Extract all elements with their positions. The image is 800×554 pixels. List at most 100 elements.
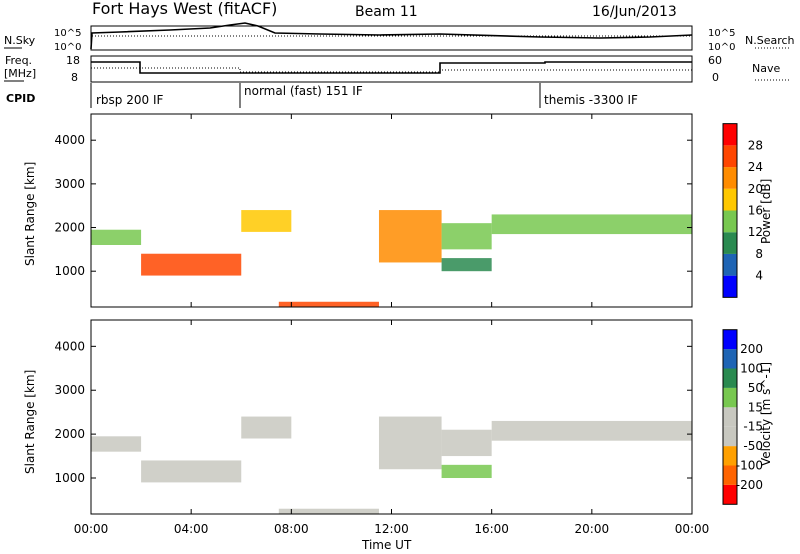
velocity-colorbar-tick: 15 bbox=[748, 400, 763, 414]
velocity-ylabel: Slant Range [km] bbox=[23, 370, 37, 474]
nsky-label: N.Sky bbox=[4, 34, 36, 47]
power-colorbar-tick: 12 bbox=[748, 225, 763, 239]
x-tick-label: 00:00 bbox=[675, 522, 710, 536]
velocity-echoes bbox=[91, 416, 692, 514]
velocity-colorbar-segment bbox=[723, 407, 737, 427]
nave-trace bbox=[91, 67, 692, 73]
power-colorbar-segment bbox=[723, 167, 737, 189]
power-echo-region bbox=[378, 210, 442, 263]
velocity-echo-region bbox=[491, 420, 692, 441]
velocity-echo-region bbox=[441, 429, 492, 457]
velocity-colorbar-segment bbox=[723, 484, 737, 505]
x-axis-label: Time UT bbox=[361, 538, 412, 552]
velocity-colorbar-tick: -200 bbox=[736, 478, 763, 492]
x-tick-label: 12:00 bbox=[374, 522, 409, 536]
power-colorbar-segment bbox=[723, 188, 737, 211]
nsearch-tick-bottom: 10^0 bbox=[708, 42, 735, 53]
velocity-colorbar-tick: 100 bbox=[740, 362, 763, 376]
velocity-ytick-label: 3000 bbox=[54, 383, 85, 397]
power-echo-region bbox=[141, 253, 242, 276]
velocity-colorbar-segment bbox=[723, 465, 737, 485]
velocity-colorbar-tick: -100 bbox=[736, 459, 763, 473]
velocity-echo-region bbox=[378, 416, 442, 470]
velocity-colorbar-segment bbox=[723, 446, 737, 466]
velocity-colorbar-segment bbox=[723, 329, 737, 350]
velocity-colorbar-segment bbox=[723, 387, 737, 408]
power-ytick-label: 2000 bbox=[54, 221, 85, 235]
nave-label: Nave bbox=[752, 62, 780, 75]
nsearch-tick-top: 10^5 bbox=[708, 28, 735, 39]
power-echo-region bbox=[441, 258, 492, 272]
velocity-colorbar-segment bbox=[723, 368, 737, 388]
x-axis: 00:00 04:00 08:00 12:00 16:00 20:00 00:00 bbox=[74, 114, 710, 536]
cpid-row: CPID rbsp 200 IF normal (fast) 151 IF th… bbox=[6, 83, 638, 108]
freq-tick-top: 18 bbox=[66, 54, 80, 67]
power-colorbar-tick: 24 bbox=[748, 160, 763, 174]
frequency-panel: Freq. [MHz] 18 8 60 0 Nave bbox=[4, 54, 790, 84]
freq-tick-bottom: 8 bbox=[71, 71, 78, 84]
sky-noise-trace bbox=[90, 22, 693, 50]
velocity-colorbar-tick: 200 bbox=[740, 342, 763, 356]
power-ytick-label: 4000 bbox=[54, 133, 85, 147]
station-title: Fort Hays West (fitACF) bbox=[92, 0, 277, 18]
nave-tick-bottom: 0 bbox=[712, 71, 719, 84]
power-echo-region bbox=[491, 214, 692, 235]
power-panel: 1000 2000 3000 4000 Slant Range [km] 4 8 12 16… bbox=[23, 113, 773, 308]
frequency-trace bbox=[91, 61, 692, 74]
power-colorbar-segment bbox=[723, 210, 737, 233]
velocity-echo-region bbox=[91, 436, 142, 452]
power-colorbar-tick: 8 bbox=[755, 247, 763, 261]
velocity-colorbar-label: Velocity [m s^-1] bbox=[759, 362, 773, 466]
power-colorbar-segment bbox=[723, 253, 737, 276]
x-tick-label: 04:00 bbox=[174, 522, 209, 536]
power-ytick-label: 1000 bbox=[54, 264, 85, 278]
power-echo-region bbox=[241, 210, 292, 232]
nave-tick-top: 60 bbox=[708, 54, 722, 67]
freq-unit-label: [MHz] bbox=[4, 67, 36, 80]
velocity-colorbar-tick: -15 bbox=[743, 420, 763, 434]
velocity-echo-region bbox=[241, 416, 292, 439]
noise-panel: N.Sky 10^5 10^0 10^5 10^0 N.Search bbox=[4, 22, 795, 53]
velocity-echo-region bbox=[141, 460, 242, 483]
power-colorbar-tick: 28 bbox=[748, 138, 763, 152]
power-ylabel: Slant Range [km] bbox=[23, 162, 37, 266]
x-tick-label: 16:00 bbox=[474, 522, 509, 536]
velocity-colorbar-tick: -50 bbox=[743, 439, 763, 453]
velocity-ytick-label: 4000 bbox=[54, 339, 85, 353]
date-label: 16/Jun/2013 bbox=[592, 4, 677, 20]
velocity-ytick-label: 2000 bbox=[54, 427, 85, 441]
power-colorbar-segment bbox=[723, 145, 737, 168]
power-colorbar-segment bbox=[723, 275, 737, 298]
velocity-echo-region bbox=[441, 464, 492, 479]
freq-label: Freq. bbox=[5, 54, 32, 67]
velocity-colorbar-segment bbox=[723, 349, 737, 369]
power-colorbar-tick: 16 bbox=[748, 204, 763, 218]
power-colorbar-segment bbox=[723, 123, 737, 146]
power-colorbar-tick: 4 bbox=[755, 269, 763, 283]
velocity-colorbar-segment bbox=[723, 426, 737, 447]
nsky-tick-top: 10^5 bbox=[54, 28, 81, 39]
power-echo-region bbox=[441, 223, 492, 250]
cpid-segment-2: normal (fast) 151 IF bbox=[244, 84, 363, 98]
beam-label: Beam 11 bbox=[355, 4, 418, 20]
cpid-segment-1: rbsp 200 IF bbox=[96, 93, 163, 107]
nsearch-label: N.Search bbox=[745, 34, 795, 47]
power-echo-region bbox=[278, 301, 379, 307]
x-tick-label: 00:00 bbox=[74, 522, 109, 536]
velocity-echo-region bbox=[278, 508, 379, 514]
velocity-colorbar-frame bbox=[722, 329, 738, 505]
x-tick-label: 08:00 bbox=[274, 522, 309, 536]
nsky-tick-bottom: 10^0 bbox=[54, 42, 81, 53]
velocity-colorbar-tick: 50 bbox=[748, 381, 763, 395]
cpid-label: CPID bbox=[6, 92, 35, 105]
power-colorbar-segment bbox=[723, 232, 737, 254]
velocity-colorbar bbox=[722, 329, 738, 505]
power-colorbar-frame bbox=[722, 123, 738, 298]
cpid-segment-3: themis -3300 IF bbox=[544, 93, 638, 107]
power-echo-region bbox=[91, 229, 142, 245]
velocity-ytick-label: 1000 bbox=[54, 471, 85, 485]
power-colorbar-tick: 20 bbox=[748, 182, 763, 196]
power-echoes bbox=[91, 210, 692, 307]
x-tick-label: 20:00 bbox=[575, 522, 610, 536]
